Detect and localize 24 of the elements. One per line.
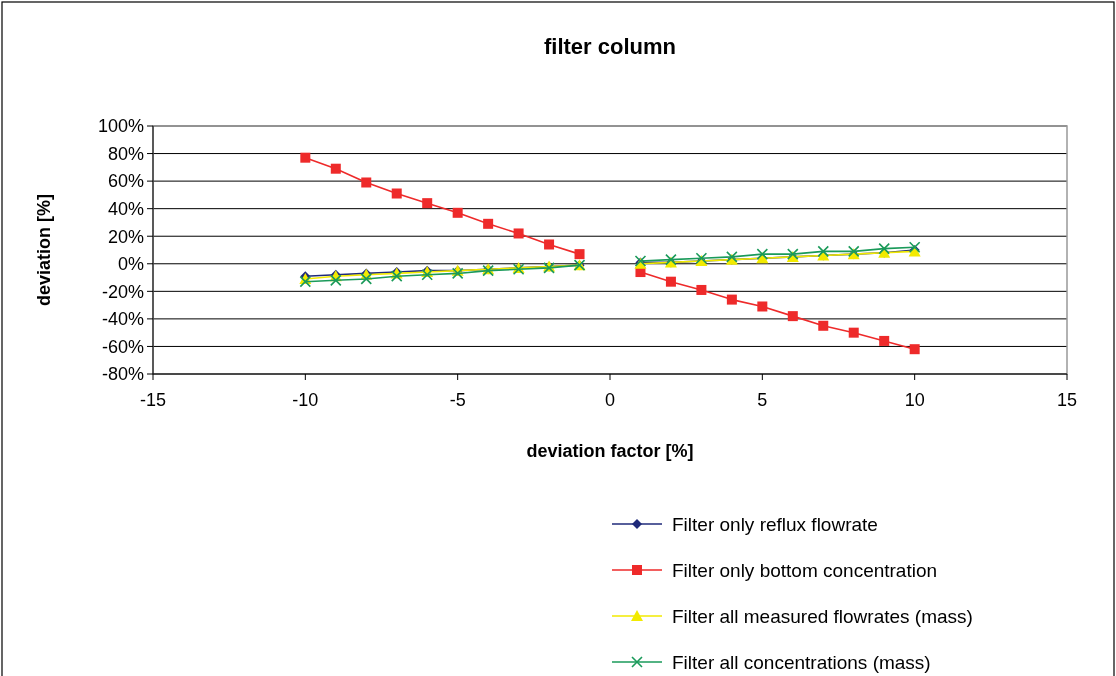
y-tick-label: -40% (101, 309, 144, 330)
x-axis-title: deviation factor [%] (526, 441, 694, 461)
y-tick-label: -60% (101, 336, 144, 357)
y-tick-label: -20% (101, 281, 144, 302)
y-tick-label: 20% (107, 226, 144, 247)
x-tick-label: 15 (1056, 390, 1078, 410)
y-tick-label: 100% (97, 116, 144, 137)
y-tick-label: 0% (117, 254, 144, 275)
legend-label: Filter only bottom concentration (672, 559, 938, 581)
x-tick-label: 10 (904, 390, 925, 410)
legend-label: Filter all concentrations (mass) (672, 651, 931, 673)
chart-title: filter column (543, 34, 677, 59)
y-tick-label: 60% (107, 171, 144, 192)
x-tick-label: -15 (139, 390, 167, 410)
y-tick-label: -80% (101, 364, 144, 385)
x-tick-label: 0 (604, 390, 616, 410)
legend-label: Filter only reflux flowrate (672, 513, 878, 535)
y-tick-label: 40% (107, 198, 144, 219)
x-tick-label: 5 (757, 390, 768, 410)
legend-label: Filter all measured flowrates (mass) (672, 605, 973, 627)
x-tick-label: -10 (292, 390, 319, 410)
x-tick-label: -5 (449, 390, 466, 410)
y-tick-label: 80% (107, 143, 144, 164)
y-axis-title: deviation [%] (34, 193, 54, 307)
